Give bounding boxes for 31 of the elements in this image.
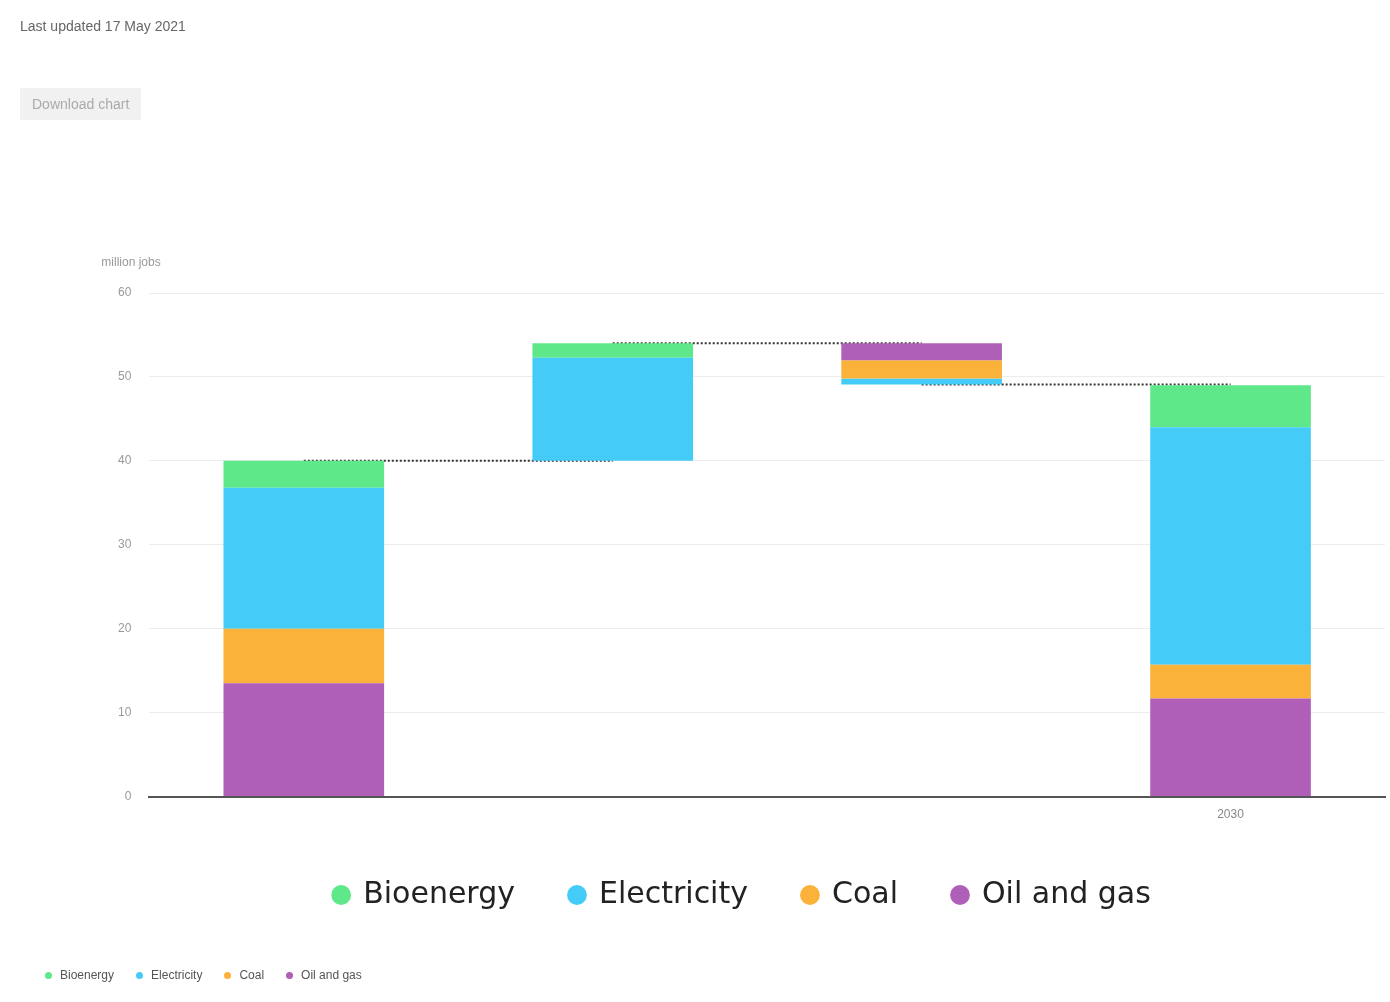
bar (223, 460, 385, 488)
y-tick-label: 50 (117, 369, 132, 384)
bar (223, 628, 385, 684)
legend-label: Electricity (598, 874, 748, 910)
bar (841, 343, 1002, 361)
y-axis-title: million jobs (101, 255, 161, 270)
bar (1150, 427, 1311, 665)
legend-label: Bioenergy (363, 874, 515, 910)
legend-label: Coal (831, 874, 898, 910)
bar (1150, 664, 1311, 699)
bar (1150, 698, 1311, 797)
y-tick-label: 10 (117, 704, 132, 719)
y-tick-label: 0 (124, 788, 132, 803)
y-tick-label: 20 (117, 621, 132, 636)
text: Coal (239, 968, 265, 982)
bar (1150, 385, 1311, 428)
bar (532, 357, 694, 461)
bar (223, 487, 385, 629)
legend-label: Oil and gas (981, 874, 1151, 910)
y-tick-label: 30 (117, 537, 132, 552)
bar (841, 360, 1002, 379)
text: Bioenergy (60, 968, 115, 982)
text: Electricity (151, 968, 203, 982)
text: Download chart (20, 88, 142, 120)
x-tick-label: 2030 (1217, 807, 1245, 822)
chart-subtitle: Last updated 17 May 2021 (20, 18, 186, 34)
y-tick-label: 40 (117, 453, 132, 468)
y-tick-label: 60 (117, 285, 132, 300)
bar (223, 683, 385, 797)
bar (532, 343, 694, 358)
text: Oil and gas (301, 968, 362, 982)
